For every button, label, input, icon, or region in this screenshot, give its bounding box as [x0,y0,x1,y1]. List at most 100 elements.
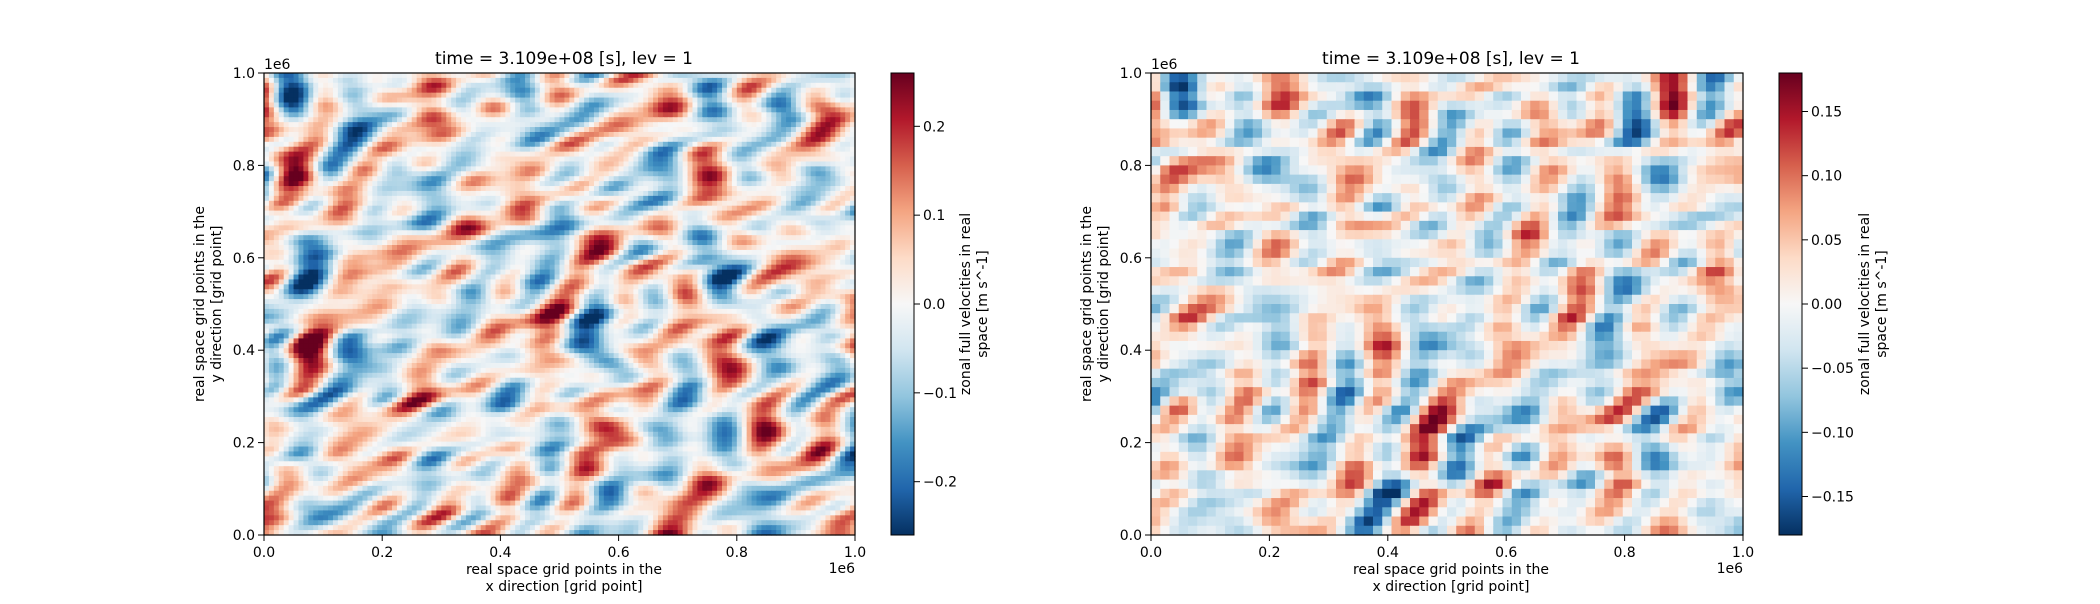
heatmap-cell [756,131,763,138]
heatmap-cell [736,181,743,187]
heatmap-cell [490,190,497,197]
heatmap-cell [800,190,807,197]
heatmap-cell [544,245,551,251]
heatmap-cell [584,181,590,187]
heatmap-cell [520,102,526,108]
heatmap-cell [520,82,526,89]
heatmap-cell [825,240,831,246]
heatmap-cell [436,127,442,133]
heatmap-cell [559,131,566,138]
heatmap-cell [692,220,698,226]
heatmap-cell [682,131,689,138]
heatmap-cell [697,195,703,202]
heatmap-cell [520,141,526,148]
heatmap-cell [283,73,290,79]
heatmap-cell [805,190,812,197]
heatmap-cell [840,141,846,148]
heatmap-cell [401,230,408,236]
heatmap-cell [687,87,694,94]
heatmap-cell [392,220,398,226]
heatmap-cell [638,87,644,94]
heatmap-cell [505,215,511,222]
heatmap-cell [677,181,684,187]
heatmap-cell [603,220,610,226]
heatmap-cell [377,200,383,207]
heatmap-cell [505,171,511,177]
heatmap-cell [579,122,585,128]
heatmap-cell [579,195,585,202]
heatmap-cell [475,245,482,251]
heatmap-cell [278,200,285,207]
heatmap-cell [446,186,452,192]
heatmap-cell [712,235,718,241]
heatmap-cell [717,87,723,94]
heatmap-cell [421,87,428,94]
heatmap-cell [786,195,792,202]
heatmap-cell [332,220,339,226]
heatmap-cell [337,245,344,251]
heatmap-cell [268,210,275,217]
heatmap-cell [347,82,354,89]
heatmap-cell [776,195,782,202]
heatmap-cell [643,136,649,143]
heatmap-cell [648,269,654,276]
heatmap-cell [396,225,403,231]
heatmap-cell [589,254,595,261]
heatmap-cell [712,117,718,123]
heatmap-cell [465,122,472,128]
heatmap-cell [682,269,689,276]
heatmap-cell [830,102,836,108]
heatmap-cell [539,171,546,177]
heatmap-cell [584,102,590,108]
heatmap-cell [589,210,595,217]
heatmap-cell [687,102,694,108]
heatmap-cell [544,156,551,163]
heatmap-cell [766,131,772,138]
heatmap-cell [298,151,304,158]
heatmap-cell [643,259,649,266]
heatmap-cell [800,122,807,128]
heatmap-cell [313,122,319,128]
heatmap-cell [515,82,521,89]
heatmap-cell [569,166,575,172]
heatmap-cell [692,82,698,89]
heatmap-cell [392,269,398,276]
heatmap-cell [465,220,472,226]
heatmap-cell [475,171,482,177]
heatmap-cell [741,77,748,84]
heatmap-cell [643,171,649,177]
heatmap-cell [667,200,674,207]
heatmap-cell [589,171,595,177]
heatmap-cell [677,122,684,128]
heatmap-cell [500,210,506,217]
heatmap-cell [658,112,664,118]
heatmap-cell [608,225,615,231]
heatmap-cell [308,77,314,84]
heatmap-cell [662,264,669,271]
heatmap-cell [456,161,462,167]
heatmap-cell [835,141,841,148]
heatmap-cell [332,254,339,261]
heatmap-cell [525,166,531,172]
heatmap-cell [441,73,447,79]
heatmap-cell [776,171,782,177]
heatmap-cell [677,77,684,84]
heatmap-cell [598,102,605,108]
heatmap-cell [790,230,797,236]
heatmap-cell [328,97,334,104]
heatmap-cell [396,131,403,138]
heatmap-cell [505,136,511,143]
heatmap-cell [461,210,467,217]
heatmap-cell [667,146,674,153]
heatmap-cell [293,73,300,79]
heatmap-cell [820,156,827,163]
heatmap-cell [382,73,388,79]
heatmap-cell [618,127,625,133]
heatmap-cell [638,240,644,246]
heatmap-cell [441,210,447,217]
heatmap-cell [323,195,329,202]
heatmap-cell [692,112,698,118]
heatmap-cell [825,245,831,251]
heatmap-cell [820,87,827,94]
heatmap-cell [332,240,339,246]
